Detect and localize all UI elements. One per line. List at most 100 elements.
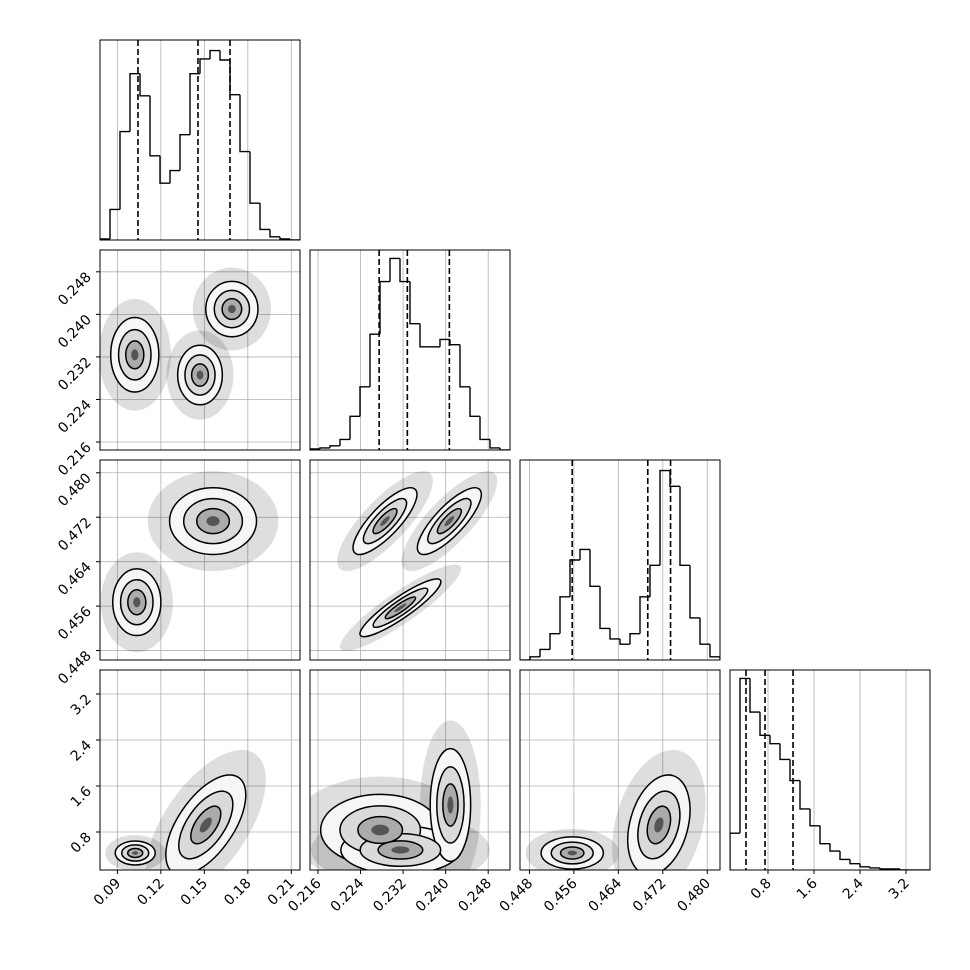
x-tick-label: 0.12 [134,876,167,909]
hist-step [709,644,720,660]
hist-step [269,229,280,238]
contour [371,824,390,836]
x-tick-label: 0.456 [541,875,581,915]
y-tick-label: 1.6 [68,783,95,810]
x-tick-label: 0.240 [413,876,453,916]
panel-frame [309,249,511,451]
x-tick-label: 0.15 [178,876,211,909]
hist-step [839,851,850,861]
hist-step [869,866,880,869]
y-tick-label: 0.232 [55,354,95,394]
hist-step [819,825,830,845]
panel [100,460,300,660]
hist-step [739,677,750,834]
x-tick-label: 1.6 [794,875,821,902]
hist-step [289,238,300,240]
contour [567,850,577,856]
panel [100,40,300,240]
panel [310,670,510,870]
hist-step [279,236,290,240]
hist-step [259,203,270,231]
hist-step [310,448,320,450]
panel-frame [729,669,931,871]
contour [131,349,139,361]
panel [520,460,720,660]
panel [520,670,720,870]
hist-step [769,735,780,745]
hist-step [689,565,700,619]
x-tick-label: 0.8 [748,876,775,903]
hist-step [759,712,770,736]
contour [196,370,204,380]
hist-step [779,743,790,761]
hist-step [199,58,210,74]
x-tick-label: 0.480 [674,876,714,916]
contour [447,796,454,814]
hist-step [209,49,220,59]
hist-step [369,333,380,387]
hist-step [829,843,840,852]
hist-step [579,548,590,560]
hist-step [339,438,350,446]
hist-step [849,859,860,865]
hist-step [639,596,650,634]
y-tick-label: 0.248 [55,269,95,309]
hist-step [669,470,680,488]
contour [132,851,139,855]
hist-step [659,469,670,566]
hist-step [449,339,460,346]
contour [199,817,212,833]
hist-step [479,416,490,441]
hist-step [409,281,420,325]
panel-frame [99,39,301,241]
hist-step [459,344,470,388]
hist-step [379,280,390,335]
hist-step [799,780,810,810]
y-tick-label: 0.224 [55,397,95,437]
contour [227,304,236,314]
y-tick-label: 2.4 [68,737,95,764]
hist-step [899,868,910,870]
panel [310,250,510,450]
hist-step [589,549,600,588]
panel-frame [99,669,301,871]
hist-step [109,208,120,239]
hist-step [699,617,710,645]
hist-step [229,60,240,96]
panel [100,670,300,870]
x-tick-label: 0.224 [328,875,368,915]
hist-step [419,323,430,348]
contour [391,846,410,854]
panel [100,250,300,450]
hist-step [599,586,610,630]
hist-step [499,447,510,450]
x-tick-label: 2.4 [840,875,867,902]
y-tick-label: 0.8 [68,830,95,857]
contour [206,516,220,527]
hist-step [879,867,890,870]
hist-step [749,678,760,713]
x-tick-label: 0.448 [497,876,537,916]
hist-step [359,386,370,417]
hist-step [249,151,260,204]
hist-step [349,415,360,440]
x-tick-label: 0.232 [370,876,410,916]
hist-step [730,832,740,870]
y-tick-label: 0.216 [55,439,95,479]
y-tick-label: 0.480 [55,470,95,510]
hist-step [529,656,540,660]
hist-step [469,386,480,418]
x-tick-label: 0.472 [630,876,670,916]
contour [654,817,664,833]
hist-step [159,155,170,184]
panel-frame [309,669,511,871]
x-tick-label: 0.464 [585,875,625,915]
hist-step [119,130,130,210]
hist-step [129,72,140,132]
hist-step [859,863,870,868]
panel-frame [99,249,301,451]
panel [310,460,510,660]
y-tick-label: 0.448 [55,648,95,688]
panel [730,670,930,870]
